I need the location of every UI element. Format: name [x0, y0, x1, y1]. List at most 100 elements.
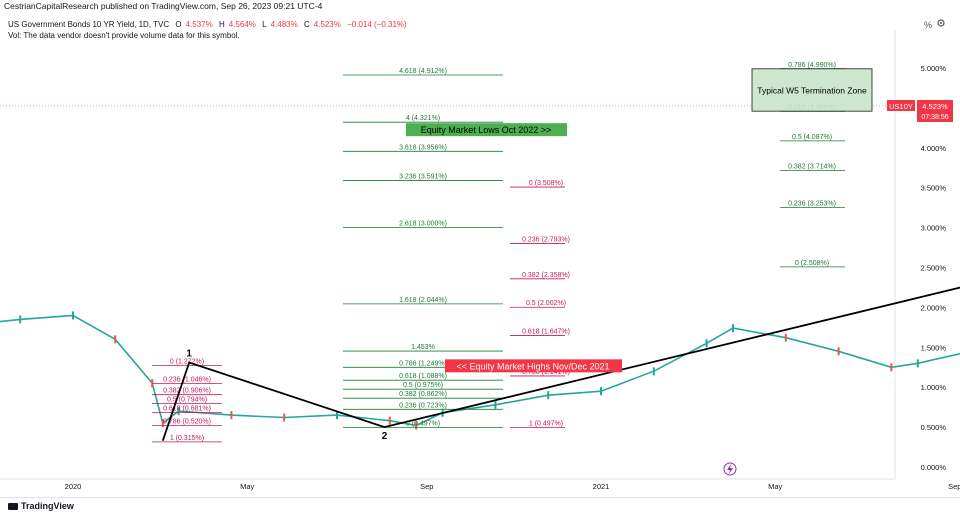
equity-highs-label: << Equity Market Highs Nov/Dec 2021: [456, 361, 609, 371]
fib-label: 0.5 (2.002%): [526, 300, 566, 307]
price-candle: [547, 391, 550, 400]
fib-label: 0.5 (0.794%): [167, 397, 207, 404]
tradingview-logo-icon: [8, 503, 18, 511]
annotations: Equity Market Lows Oct 2022 >> << Equity …: [406, 68, 873, 373]
fib-label: 0.618 (1.088%): [399, 373, 447, 380]
price-candle: [283, 413, 286, 422]
low-value: 4.483%: [270, 20, 298, 29]
fib-label: 0.382 (3.714%): [788, 164, 836, 171]
price-tag-symbol: US10Y: [889, 102, 913, 111]
equity-lows-box: [406, 123, 567, 137]
price-candle: [161, 419, 164, 428]
equity-highs-box: [445, 359, 622, 373]
symbol-title: US Government Bonds 10 YR Yield, 1D, TVC: [8, 20, 170, 29]
gear-icon[interactable]: [936, 18, 946, 28]
fib-label: 0.236 (1.046%): [163, 377, 211, 384]
x-tick-label: Sep: [948, 482, 960, 491]
price-candle: [177, 407, 180, 416]
fib-label: 0 (2.508%): [795, 260, 829, 267]
tradingview-brand: TradingView: [21, 501, 74, 511]
fibonacci-levels: 0 (1.272%) 0.236 (1.046%) 0.382 (0.906%) 0.…: [152, 62, 845, 443]
price-candle: [732, 324, 734, 333]
w5-zone-label: Typical W5 Termination Zone: [757, 85, 867, 95]
percent-scale-button[interactable]: %: [924, 20, 933, 30]
high-label: H: [218, 20, 225, 29]
fib-label: 0 (1.272%): [170, 358, 204, 365]
price-candle: [72, 311, 74, 320]
chart-header: US Government Bonds 10 YR Yield, 1D, TVC…: [0, 12, 895, 46]
price-candle: [336, 411, 338, 420]
price-candle: [388, 416, 391, 425]
y-tick-label: 1.500%: [921, 343, 947, 352]
x-tick-label: 2021: [593, 482, 610, 491]
fib-label: 4 (4.321%): [406, 115, 440, 122]
tradingview-logo[interactable]: TradingView: [8, 501, 74, 511]
y-tick-label: 1.000%: [921, 383, 947, 392]
open-label: O: [175, 20, 182, 29]
fib-label: 2.618 (3.000%): [399, 221, 447, 228]
fib-label: 0.236 (2.793%): [522, 237, 570, 244]
fib-label: 0.382 (0.862%): [399, 391, 447, 398]
fib-label: 0.786 (0.520%): [163, 419, 211, 426]
publisher-bar: CestrianCapitalResearch published on Tra…: [0, 0, 960, 12]
price-candle: [494, 400, 497, 409]
x-tick-label: Sep: [420, 482, 433, 491]
price-candle: [916, 359, 919, 368]
price-candle: [784, 333, 787, 342]
fib-label: 0.786 (1.141%): [522, 369, 570, 376]
fib-label: 0.382 (2.358%): [522, 272, 570, 279]
fib-label: 0.786 (1.249%): [399, 360, 447, 367]
price-candle: [114, 335, 117, 344]
fib-label: 0.236 (3.253%): [788, 200, 836, 207]
fib-label: 0.618 (0.681%): [163, 406, 211, 413]
price-candle: [890, 363, 893, 372]
volume-note: Vol: The data vendor doesn't provide vol…: [8, 31, 244, 40]
fib-label: 0.5 (0.975%): [403, 382, 443, 389]
y-tick-label: 5.000%: [921, 64, 947, 73]
equity-lows-label: Equity Market Lows Oct 2022 >>: [421, 125, 552, 135]
fib-label: 4.618 (4.912%): [399, 68, 447, 75]
price-candle: [415, 421, 418, 430]
low-label: L: [262, 20, 267, 29]
fib-label: 1 (0.497%): [529, 420, 563, 427]
price-candle: [19, 315, 22, 324]
fib-label: 1.618 (2.044%): [399, 297, 447, 304]
price-tag-box: [917, 100, 953, 122]
price-candle: [705, 339, 708, 348]
x-tick-label: 2020: [65, 482, 82, 491]
price-tag-countdown: 07:38:56: [921, 114, 948, 121]
fib-label: 0.618 (1.647%): [522, 329, 570, 336]
price-candle: [600, 387, 602, 396]
fib-label: 3.236 (3.591%): [399, 173, 447, 180]
price-chart[interactable]: 0 (1.272%) 0.236 (1.046%) 0.382 (0.906%) 0.…: [0, 0, 960, 497]
y-tick-label: 3.500%: [921, 184, 947, 193]
price-candle: [652, 367, 655, 376]
fib-label: 0.5 (4.087%): [792, 134, 832, 141]
price-tag-value: 4.523%: [922, 102, 948, 111]
fib-label: 0.382 (0.906%): [163, 388, 211, 395]
elliott-wave: 12345: [161, 286, 960, 442]
wave-label: 1: [186, 348, 192, 359]
open-value: 4.537%: [185, 20, 213, 29]
wave-path: [161, 286, 960, 441]
price-candle: [230, 411, 233, 420]
x-tick-label: May: [768, 482, 782, 491]
change-value: −0.014 (−0.31%): [347, 20, 407, 29]
price-line: [0, 314, 960, 427]
footer: TradingView: [0, 497, 960, 517]
symbol-legend[interactable]: US Government Bonds 10 YR Yield, 1D, TVC…: [8, 20, 411, 29]
price-tag: US10Y 4.523% 07:38:56: [887, 100, 953, 122]
y-tick-label: 0.000%: [921, 463, 947, 472]
lightning-icon[interactable]: [723, 462, 737, 476]
fib-label: 0.236 (0.723%): [399, 402, 447, 409]
fib-label: 0 (3.508%): [529, 180, 563, 187]
fib-label: 0.786 (4.990%): [788, 62, 836, 69]
fib-label: 0 (0.497%): [406, 420, 440, 427]
x-tick-label: May: [240, 482, 254, 491]
price-tag-symbol-box: [887, 100, 915, 111]
fib-label: 3.618 (3.956%): [399, 144, 447, 151]
price-candle: [837, 347, 840, 356]
volume-note-text: Vol: The data vendor doesn't provide vol…: [8, 31, 240, 40]
fib-label: 1.453%: [411, 344, 435, 351]
wave-label: 2: [382, 431, 388, 442]
